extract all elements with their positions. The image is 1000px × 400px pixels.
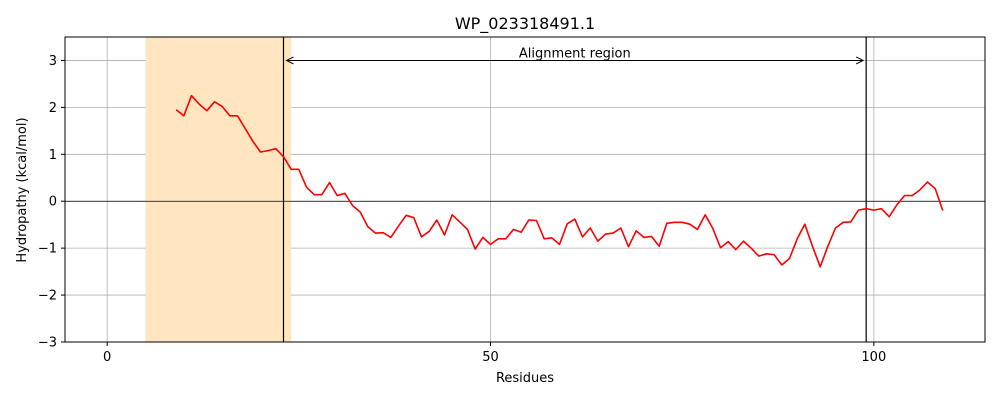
chart-title: WP_023318491.1: [455, 14, 595, 34]
arrow-head-left: [285, 56, 294, 65]
signal-region: [145, 37, 292, 342]
y-tick-label: 2: [49, 101, 57, 116]
y-tick-label: 3: [49, 54, 57, 69]
series-group: [175, 94, 944, 268]
y-axis-label: Hydropathy (kcal/mol): [15, 117, 30, 262]
signal-region-shading: [145, 37, 292, 342]
x-axis: 0 50 100: [103, 342, 886, 365]
x-tick-label: 0: [103, 350, 111, 365]
arrow-head-right: [855, 56, 865, 65]
alignment-label: Alignment region: [519, 46, 631, 61]
y-tick-label: −2: [38, 289, 57, 304]
y-tick-label: −1: [38, 242, 57, 257]
reference-lines: [65, 37, 985, 342]
x-tick-label: 50: [482, 350, 499, 365]
x-tick-label: 100: [861, 350, 886, 365]
y-tick-label: 1: [49, 148, 57, 163]
hydropathy-series-line: [175, 94, 944, 268]
y-tick-label: 0: [49, 195, 57, 210]
y-tick-label: −3: [38, 336, 57, 351]
y-axis: −3 −2 −1 0 1 2 3: [38, 54, 65, 351]
alignment-annotation: Alignment region: [285, 46, 865, 65]
plot-border: [64, 36, 986, 343]
x-axis-label: Residues: [496, 371, 554, 386]
plot-frame: [64, 36, 986, 343]
